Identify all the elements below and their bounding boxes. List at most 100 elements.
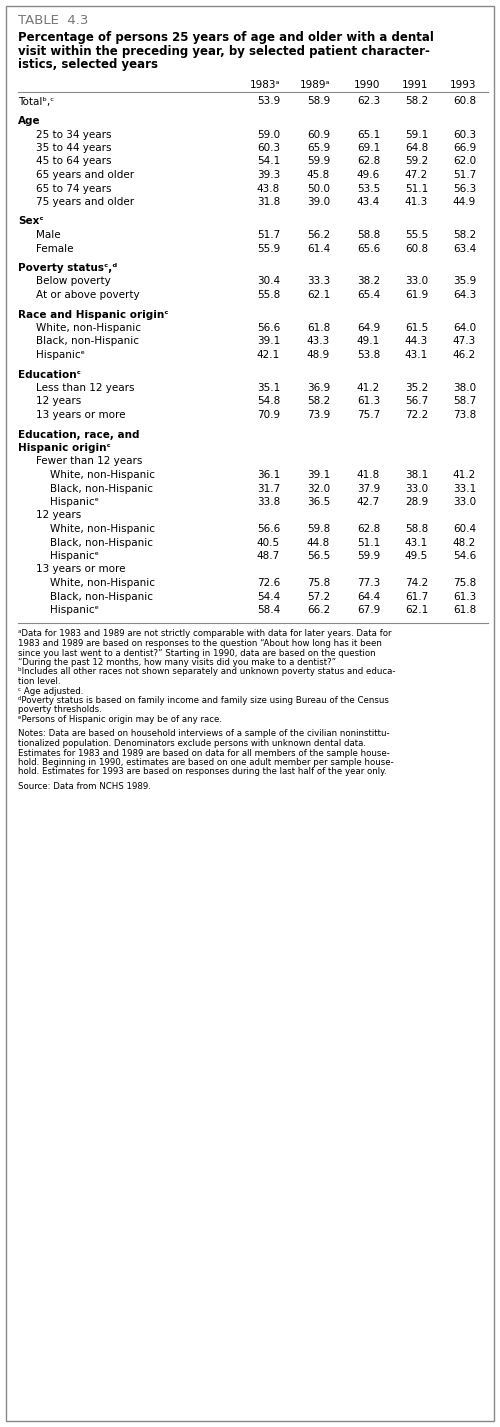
Text: 65 to 74 years: 65 to 74 years bbox=[36, 184, 112, 194]
Text: 43.1: 43.1 bbox=[405, 538, 428, 548]
Text: 33.0: 33.0 bbox=[405, 484, 428, 494]
Text: 65 years and older: 65 years and older bbox=[36, 170, 134, 180]
Text: 60.9: 60.9 bbox=[307, 130, 330, 140]
Text: 41.2: 41.2 bbox=[453, 469, 476, 479]
Text: 37.9: 37.9 bbox=[357, 484, 380, 494]
Text: 54.6: 54.6 bbox=[453, 551, 476, 561]
Text: 39.3: 39.3 bbox=[257, 170, 280, 180]
Text: 62.1: 62.1 bbox=[405, 605, 428, 615]
Text: Below poverty: Below poverty bbox=[36, 277, 111, 287]
Text: Educationᶜ: Educationᶜ bbox=[18, 370, 81, 380]
Text: 59.0: 59.0 bbox=[257, 130, 280, 140]
Text: 62.1: 62.1 bbox=[307, 290, 330, 300]
Text: 60.8: 60.8 bbox=[453, 97, 476, 107]
Text: 61.3: 61.3 bbox=[357, 397, 380, 407]
Text: 55.9: 55.9 bbox=[257, 244, 280, 254]
Text: Black, non-Hispanic: Black, non-Hispanic bbox=[50, 484, 153, 494]
Text: 72.2: 72.2 bbox=[405, 410, 428, 420]
Text: 31.8: 31.8 bbox=[257, 197, 280, 207]
Text: 48.9: 48.9 bbox=[307, 350, 330, 360]
Text: 43.4: 43.4 bbox=[357, 197, 380, 207]
Text: 33.0: 33.0 bbox=[453, 497, 476, 507]
Text: poverty thresholds.: poverty thresholds. bbox=[18, 705, 102, 715]
Text: 51.7: 51.7 bbox=[453, 170, 476, 180]
Text: 75 years and older: 75 years and older bbox=[36, 197, 134, 207]
Text: 58.7: 58.7 bbox=[453, 397, 476, 407]
Text: 51.7: 51.7 bbox=[257, 230, 280, 240]
Text: 58.8: 58.8 bbox=[357, 230, 380, 240]
Text: 48.7: 48.7 bbox=[257, 551, 280, 561]
Text: Education, race, and: Education, race, and bbox=[18, 430, 140, 440]
Text: 42.1: 42.1 bbox=[257, 350, 280, 360]
Text: White, non-Hispanic: White, non-Hispanic bbox=[36, 323, 141, 332]
Text: 49.6: 49.6 bbox=[357, 170, 380, 180]
Text: 65.6: 65.6 bbox=[357, 244, 380, 254]
Text: 38.2: 38.2 bbox=[357, 277, 380, 287]
Text: 13 years or more: 13 years or more bbox=[36, 565, 126, 575]
Text: 54.8: 54.8 bbox=[257, 397, 280, 407]
Text: 54.4: 54.4 bbox=[257, 592, 280, 602]
Text: 59.9: 59.9 bbox=[357, 551, 380, 561]
Text: 58.2: 58.2 bbox=[307, 397, 330, 407]
Text: 35.2: 35.2 bbox=[405, 382, 428, 392]
Text: 73.9: 73.9 bbox=[307, 410, 330, 420]
Text: 72.6: 72.6 bbox=[257, 578, 280, 588]
Text: Black, non-Hispanic: Black, non-Hispanic bbox=[36, 337, 139, 347]
Text: 55.5: 55.5 bbox=[405, 230, 428, 240]
Text: ᵈPoverty status is based on family income and family size using Bureau of the Ce: ᵈPoverty status is based on family incom… bbox=[18, 696, 389, 705]
Text: 28.9: 28.9 bbox=[405, 497, 428, 507]
Text: 41.8: 41.8 bbox=[357, 469, 380, 479]
Text: istics, selected years: istics, selected years bbox=[18, 59, 158, 71]
Text: 32.0: 32.0 bbox=[307, 484, 330, 494]
Text: 53.8: 53.8 bbox=[357, 350, 380, 360]
Text: 61.8: 61.8 bbox=[453, 605, 476, 615]
Text: 47.3: 47.3 bbox=[453, 337, 476, 347]
Text: visit within the preceding year, by selected patient character-: visit within the preceding year, by sele… bbox=[18, 44, 430, 57]
Text: 31.7: 31.7 bbox=[257, 484, 280, 494]
Text: Totalᵇ,ᶜ: Totalᵇ,ᶜ bbox=[18, 97, 54, 107]
Text: 62.3: 62.3 bbox=[357, 97, 380, 107]
Text: Age: Age bbox=[18, 116, 40, 126]
Text: 59.1: 59.1 bbox=[405, 130, 428, 140]
Text: 41.3: 41.3 bbox=[405, 197, 428, 207]
Text: 36.1: 36.1 bbox=[257, 469, 280, 479]
Text: 12 years: 12 years bbox=[36, 511, 81, 521]
Text: 61.4: 61.4 bbox=[307, 244, 330, 254]
Text: 58.2: 58.2 bbox=[405, 97, 428, 107]
Text: 33.0: 33.0 bbox=[405, 277, 428, 287]
Text: 39.0: 39.0 bbox=[307, 197, 330, 207]
Text: At or above poverty: At or above poverty bbox=[36, 290, 140, 300]
Text: 64.3: 64.3 bbox=[453, 290, 476, 300]
Text: 35 to 44 years: 35 to 44 years bbox=[36, 143, 112, 153]
Text: 49.1: 49.1 bbox=[357, 337, 380, 347]
Text: 44.3: 44.3 bbox=[405, 337, 428, 347]
Text: 60.8: 60.8 bbox=[405, 244, 428, 254]
Text: 36.5: 36.5 bbox=[307, 497, 330, 507]
Text: 39.1: 39.1 bbox=[307, 469, 330, 479]
Text: 62.0: 62.0 bbox=[453, 157, 476, 167]
Text: 56.5: 56.5 bbox=[307, 551, 330, 561]
Text: 74.2: 74.2 bbox=[405, 578, 428, 588]
Text: 65.4: 65.4 bbox=[357, 290, 380, 300]
Text: 1993: 1993 bbox=[450, 80, 476, 90]
Text: Percentage of persons 25 years of age and older with a dental: Percentage of persons 25 years of age an… bbox=[18, 31, 434, 44]
Text: 30.4: 30.4 bbox=[257, 277, 280, 287]
Text: 65.9: 65.9 bbox=[307, 143, 330, 153]
Text: 58.8: 58.8 bbox=[405, 524, 428, 534]
Text: 38.0: 38.0 bbox=[453, 382, 476, 392]
Text: 65.1: 65.1 bbox=[357, 130, 380, 140]
Text: Estimates for 1983 and 1989 are based on data for all members of the sample hous: Estimates for 1983 and 1989 are based on… bbox=[18, 749, 390, 758]
Text: 60.3: 60.3 bbox=[453, 130, 476, 140]
Text: 43.8: 43.8 bbox=[257, 184, 280, 194]
Text: 1983ᵃ: 1983ᵃ bbox=[250, 80, 280, 90]
Text: 75.8: 75.8 bbox=[307, 578, 330, 588]
Text: 58.4: 58.4 bbox=[257, 605, 280, 615]
Text: 57.2: 57.2 bbox=[307, 592, 330, 602]
Text: 44.8: 44.8 bbox=[307, 538, 330, 548]
Text: 66.9: 66.9 bbox=[453, 143, 476, 153]
Text: 53.9: 53.9 bbox=[257, 97, 280, 107]
Text: Hispanicᵉ: Hispanicᵉ bbox=[50, 605, 99, 615]
Text: Hispanicᵉ: Hispanicᵉ bbox=[50, 497, 99, 507]
Text: 1989ᵃ: 1989ᵃ bbox=[300, 80, 330, 90]
Text: 58.2: 58.2 bbox=[453, 230, 476, 240]
